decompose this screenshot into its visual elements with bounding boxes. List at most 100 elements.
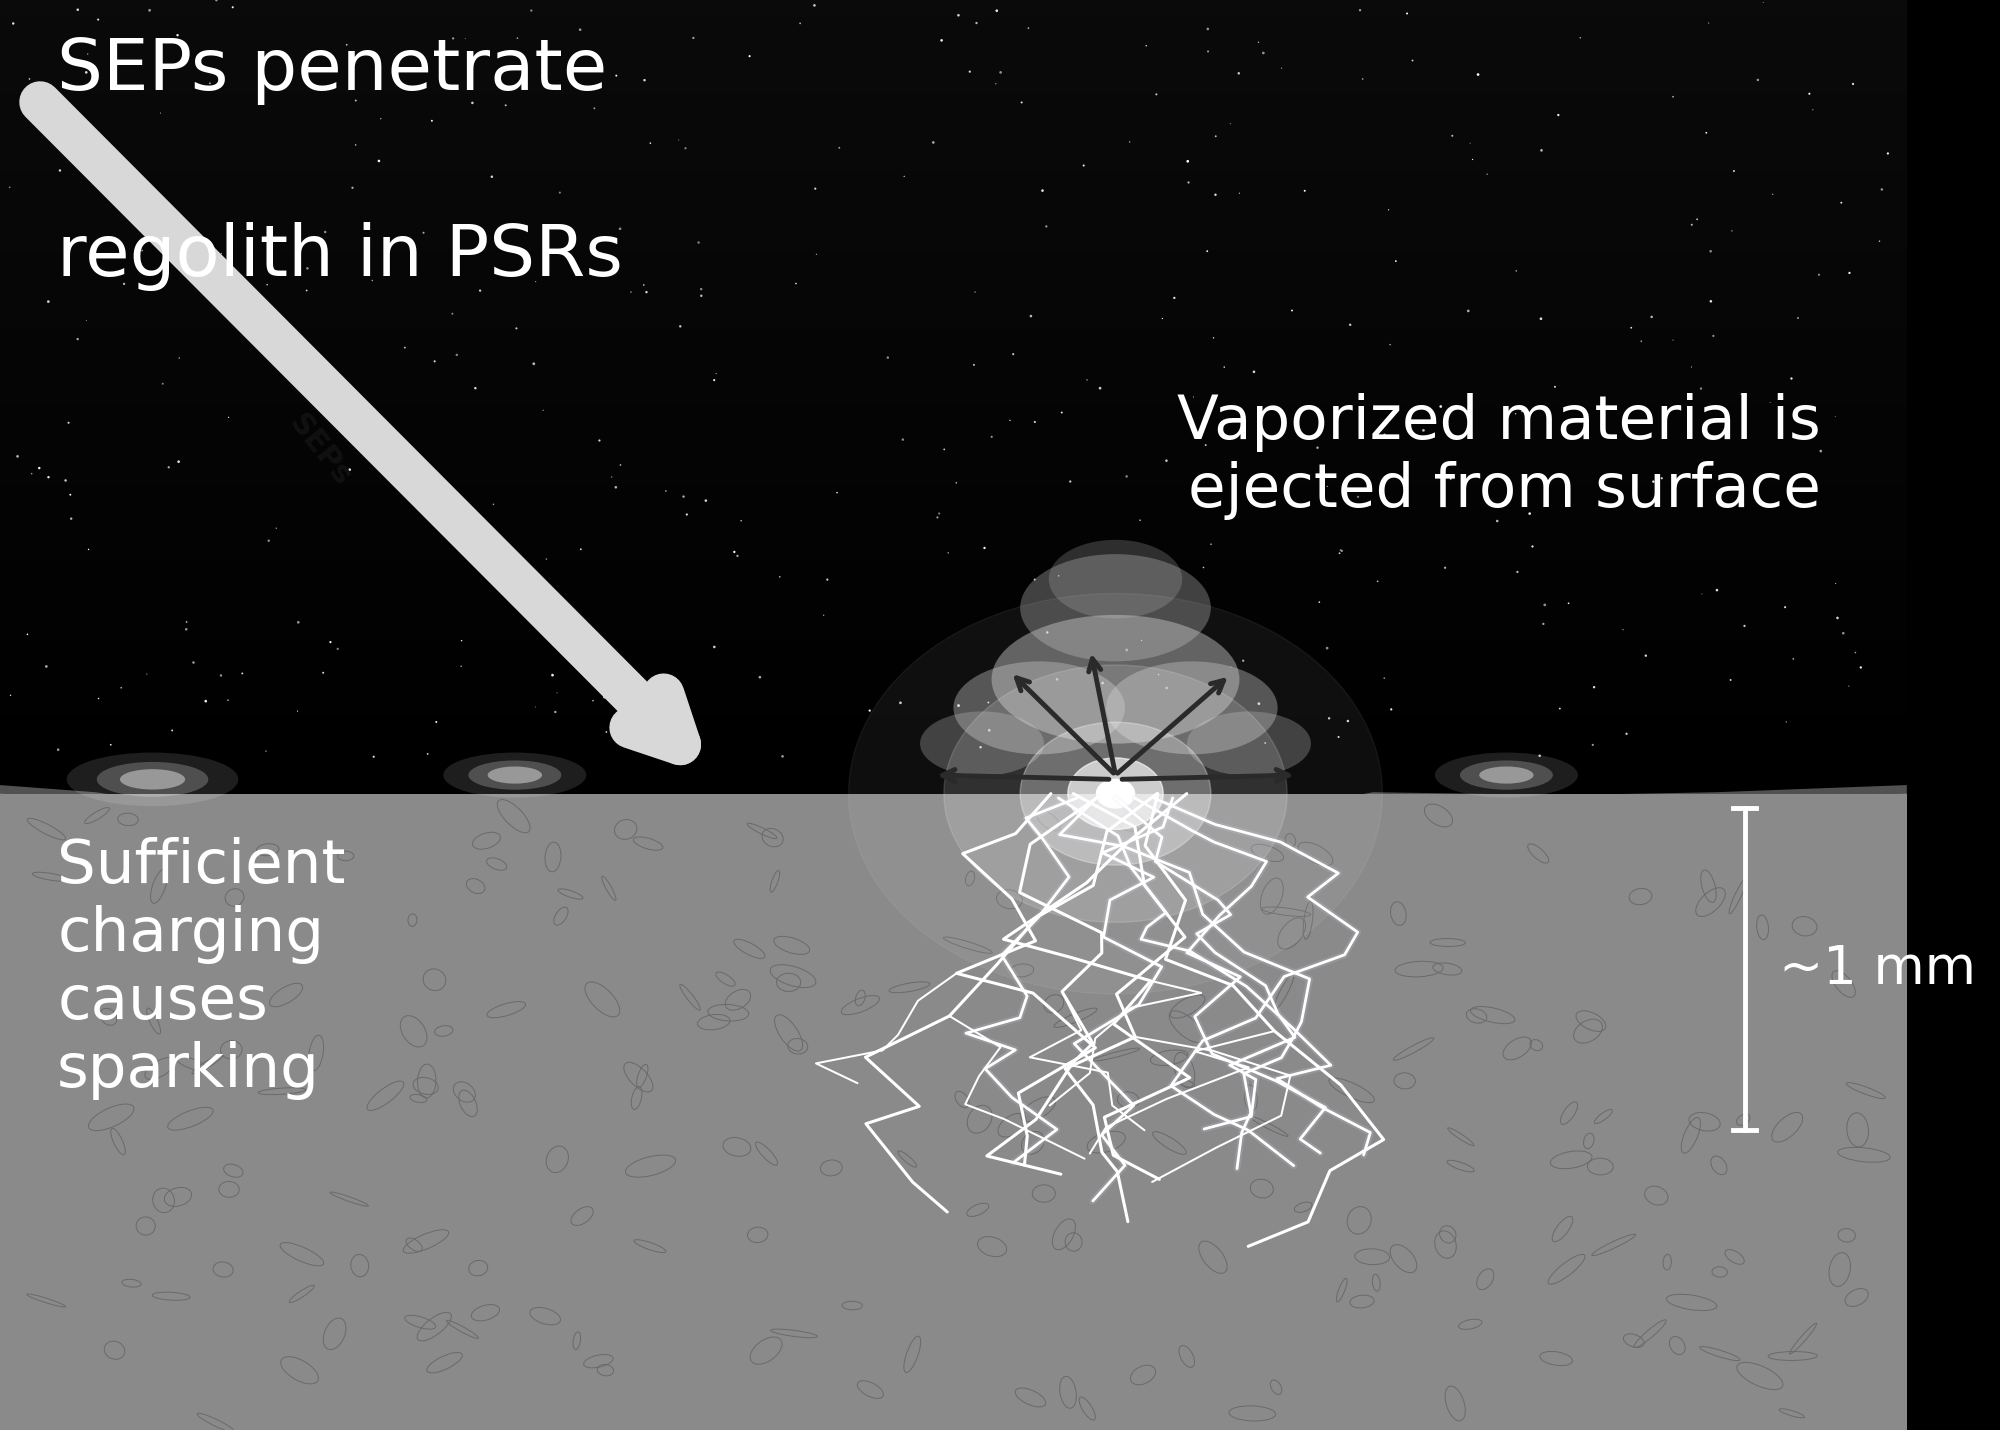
Point (418, 350, 450, 373)
Point (1778, 648, 1810, 671)
Point (942, 4, 974, 27)
Point (604, 217, 636, 240)
Point (164, 346, 196, 369)
Point (396, 235, 428, 257)
Point (1326, 539, 1358, 562)
Point (72, 538, 104, 561)
Point (1794, 83, 1826, 106)
Point (1718, 160, 1750, 183)
Point (588, 686, 620, 709)
Point (450, 27, 482, 50)
Point (686, 285, 718, 307)
Point (1782, 306, 1814, 329)
Point (1288, 179, 1320, 202)
Point (62, 327, 94, 350)
Point (162, 24, 194, 47)
Point (146, 372, 178, 395)
Point (960, 280, 992, 303)
Point (536, 664, 568, 686)
Point (476, 166, 508, 189)
Point (516, 0, 548, 21)
Point (994, 409, 1026, 432)
Point (924, 502, 956, 525)
Point (698, 369, 730, 392)
Point (212, 689, 244, 712)
Point (1756, 183, 1788, 206)
Point (364, 107, 396, 130)
Circle shape (1096, 779, 1134, 808)
Point (1462, 63, 1494, 86)
Point (502, 27, 534, 50)
Point (194, 72, 226, 94)
Point (954, 60, 986, 83)
Point (1200, 124, 1232, 147)
Point (584, 429, 616, 452)
Point (1124, 509, 1156, 532)
Point (1178, 386, 1210, 409)
Point (614, 280, 646, 303)
Point (126, 74, 158, 97)
Point (1408, 419, 1440, 442)
Point (1372, 199, 1404, 222)
Point (604, 684, 636, 706)
Point (282, 699, 314, 722)
Point (1434, 468, 1466, 490)
Point (1638, 470, 1670, 493)
Point (252, 529, 284, 552)
Point (330, 33, 362, 56)
Point (780, 272, 812, 295)
Point (690, 489, 722, 512)
Point (600, 476, 632, 499)
Point (872, 346, 904, 369)
Point (1250, 732, 1282, 755)
Point (1248, 41, 1280, 64)
Point (558, 609, 590, 632)
Ellipse shape (1048, 541, 1182, 619)
Point (1524, 307, 1556, 330)
Point (926, 29, 958, 51)
Ellipse shape (1480, 766, 1534, 784)
Point (446, 629, 478, 652)
Point (1606, 618, 1638, 641)
Point (530, 548, 562, 571)
Point (1616, 316, 1648, 339)
Point (290, 279, 322, 302)
Point (682, 232, 714, 255)
Point (62, 0, 94, 21)
Point (630, 280, 662, 303)
Point (1026, 179, 1058, 202)
Point (764, 565, 796, 588)
Point (490, 94, 522, 117)
Circle shape (1068, 758, 1164, 829)
Point (456, 92, 488, 114)
Ellipse shape (468, 761, 562, 789)
Ellipse shape (488, 766, 542, 784)
Point (1500, 259, 1532, 282)
Point (316, 395, 348, 418)
Point (252, 273, 284, 296)
Point (998, 343, 1030, 366)
FancyArrowPatch shape (1118, 681, 1224, 774)
Point (1376, 698, 1408, 721)
Point (14, 67, 46, 90)
Point (412, 742, 444, 765)
FancyArrowPatch shape (1122, 769, 1288, 782)
Point (1054, 470, 1086, 493)
Point (1222, 61, 1254, 84)
Point (1110, 639, 1142, 662)
Point (460, 376, 492, 399)
Point (590, 721, 622, 744)
Point (56, 508, 88, 531)
Point (1224, 182, 1256, 204)
Point (578, 97, 610, 120)
Point (518, 352, 550, 375)
Point (54, 483, 86, 506)
Text: Vaporized material is
ejected from surface: Vaporized material is ejected from surfa… (1178, 393, 1822, 521)
Point (1828, 622, 1860, 645)
Point (1454, 132, 1486, 154)
Point (662, 129, 694, 152)
Point (130, 662, 162, 685)
Point (1190, 433, 1222, 456)
Point (1368, 423, 1400, 446)
Point (888, 164, 920, 187)
